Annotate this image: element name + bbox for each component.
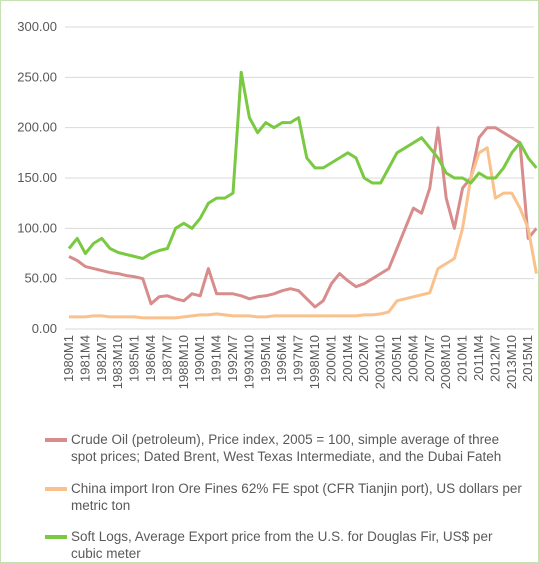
plot-area: 0.00 50.00 100.00 150.00 200.00 250.00 300.00 1… (17, 19, 538, 389)
x-tick-label: 1986M4 (143, 335, 158, 382)
legend-item: Crude Oil (petroleum), Price index, 2005… (45, 431, 525, 465)
x-tick-label: 2012M7 (487, 335, 502, 382)
y-tick-label: 0.00 (32, 321, 57, 336)
x-tick-label: 1987M7 (159, 335, 174, 382)
x-tick-label: 1985M1 (127, 335, 142, 382)
y-tick-label: 50.00 (24, 271, 57, 286)
x-tick-label: 1997M7 (291, 335, 306, 382)
x-tick-label: 2005M1 (389, 335, 404, 382)
series-line (68, 126, 538, 309)
legend-item: Soft Logs, Average Export price from the… (45, 528, 525, 562)
legend-swatch (45, 487, 67, 491)
x-tick-label: 1991M4 (209, 335, 224, 382)
x-tick-label: 2001M4 (340, 335, 355, 382)
x-tick-label: 1995M1 (258, 335, 273, 382)
x-tick-label: 2003M10 (373, 335, 388, 389)
x-tick-label: 1982M7 (94, 335, 109, 382)
y-tick-label: 100.00 (17, 220, 57, 235)
x-tick-label: 2007M7 (422, 335, 437, 382)
legend-label: Crude Oil (petroleum), Price index, 2005… (71, 432, 502, 464)
x-tick-label: 1983M10 (110, 335, 125, 389)
x-tick-label: 2015M1 (520, 335, 535, 382)
x-tick-label: 2013M10 (504, 335, 519, 389)
legend-swatch (45, 438, 67, 442)
x-tick-label: 2006M4 (405, 335, 420, 382)
y-tick-label: 200.00 (17, 120, 57, 135)
x-tick-label: 1990M1 (192, 335, 207, 382)
legend-item: China import Iron Ore Fines 62% FE spot … (45, 480, 525, 514)
legend-label: China import Iron Ore Fines 62% FE spot … (71, 481, 522, 513)
y-tick-label: 300.00 (17, 19, 57, 34)
x-tick-label: 2010M1 (455, 335, 470, 382)
series-line (67, 70, 538, 260)
x-tick-label: 1996M4 (274, 335, 289, 382)
legend-label: Soft Logs, Average Export price from the… (71, 529, 493, 561)
series-line (69, 146, 538, 320)
x-tick-label: 2000M1 (323, 335, 338, 382)
x-tick-label: 2008M10 (438, 335, 453, 389)
x-tick-label: 1981M4 (77, 335, 92, 382)
x-tick-label: 2002M7 (356, 335, 371, 382)
x-tick-label: 1998M10 (307, 335, 322, 389)
legend-swatch (45, 535, 67, 539)
x-tick-label: 1993M10 (241, 335, 256, 389)
x-tick-label: 1992M7 (225, 335, 240, 382)
x-tick-label: 1980M1 (61, 335, 76, 382)
x-tick-label: 2011M4 (471, 335, 486, 381)
x-tick-label: 1988M10 (176, 335, 191, 389)
y-tick-label: 150.00 (17, 170, 57, 185)
y-tick-label: 250.00 (17, 69, 57, 84)
